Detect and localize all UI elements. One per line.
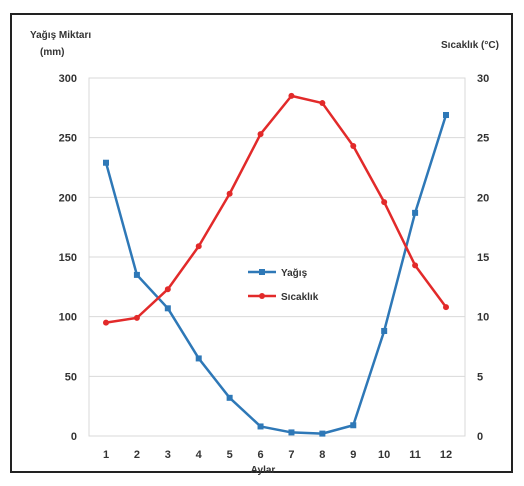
data-point-yagis: [412, 209, 419, 216]
data-point-yagis: [443, 111, 449, 118]
series-group: [103, 92, 449, 437]
data-point-yagis: [133, 271, 140, 278]
x-tick-label: 8: [319, 449, 325, 461]
left-axis-ticks: 0 50 100 150 200 250 300: [59, 73, 77, 443]
data-point-yagis: [350, 422, 357, 429]
plot-border: [88, 77, 466, 437]
x-tick-label: 1: [103, 449, 109, 461]
data-point-sicaklik: [226, 190, 233, 197]
data-point-yagis: [288, 429, 295, 436]
left-tick-label: 300: [59, 73, 77, 85]
data-point-yagis: [257, 423, 264, 430]
data-point-sicaklik: [443, 304, 449, 311]
legend: Yağış Sıcaklık: [248, 268, 319, 303]
x-tick-label: 7: [288, 449, 294, 461]
right-axis-ticks: 0 5 10 15 20 25 30: [477, 73, 489, 443]
data-point-sicaklik: [164, 286, 171, 293]
x-tick-label: 12: [440, 449, 452, 461]
left-tick-label: 200: [59, 192, 77, 204]
data-point-yagis: [381, 327, 388, 334]
legend-marker-yagis: [259, 269, 265, 275]
legend-item-sicaklik: Sıcaklık: [248, 292, 319, 303]
data-point-sicaklik: [412, 262, 419, 269]
right-tick-label: 5: [477, 371, 483, 383]
left-tick-label: 0: [71, 431, 77, 443]
left-tick-label: 100: [59, 312, 77, 324]
left-axis-title: Yağış Miktarı: [30, 30, 91, 41]
plot-area: [88, 77, 466, 437]
data-point-sicaklik: [350, 143, 357, 150]
legend-label-yagis: Yağış: [281, 268, 308, 279]
legend-marker-sicaklik: [259, 293, 265, 299]
grid-lines: [89, 77, 465, 437]
x-axis-title: Aylar: [251, 465, 276, 476]
x-tick-label: 9: [350, 449, 356, 461]
x-tick-label: 3: [165, 449, 171, 461]
data-point-sicaklik: [288, 92, 295, 99]
right-tick-label: 30: [477, 73, 489, 85]
x-tick-label: 4: [196, 449, 203, 461]
data-point-yagis: [319, 430, 326, 437]
x-tick-label: 6: [257, 449, 263, 461]
left-axis-unit: (mm): [40, 47, 64, 58]
right-tick-label: 25: [477, 133, 489, 145]
right-tick-label: 0: [477, 431, 483, 443]
data-point-yagis: [226, 394, 233, 401]
data-point-yagis: [164, 305, 171, 312]
right-tick-label: 10: [477, 312, 489, 324]
left-tick-label: 150: [59, 252, 77, 264]
left-tick-label: 50: [65, 371, 77, 383]
right-tick-label: 20: [477, 192, 489, 204]
data-point-sicaklik: [195, 243, 202, 250]
legend-label-sicaklik: Sıcaklık: [281, 292, 319, 303]
left-tick-label: 250: [59, 133, 77, 145]
data-point-yagis: [195, 355, 202, 362]
data-point-sicaklik: [319, 100, 326, 107]
legend-item-yagis: Yağış: [248, 268, 308, 279]
data-point-sicaklik: [103, 319, 109, 326]
right-axis-title: Sıcaklık (°C): [441, 40, 499, 51]
series-line-yagis: [104, 114, 448, 435]
x-tick-label: 5: [227, 449, 233, 461]
chart-frame: [10, 13, 513, 473]
x-axis-ticks: 1 2 3 4 5 6 7 8 9 10 11 12: [103, 449, 452, 461]
data-point-sicaklik: [381, 199, 388, 206]
x-tick-label: 11: [409, 449, 421, 461]
x-tick-label: 10: [378, 449, 390, 461]
data-point-yagis: [103, 159, 109, 166]
x-tick-label: 2: [134, 449, 140, 461]
data-point-sicaklik: [257, 131, 264, 138]
series-line-sicaklik: [105, 94, 448, 324]
data-point-sicaklik: [133, 314, 140, 321]
right-tick-label: 15: [477, 252, 489, 264]
